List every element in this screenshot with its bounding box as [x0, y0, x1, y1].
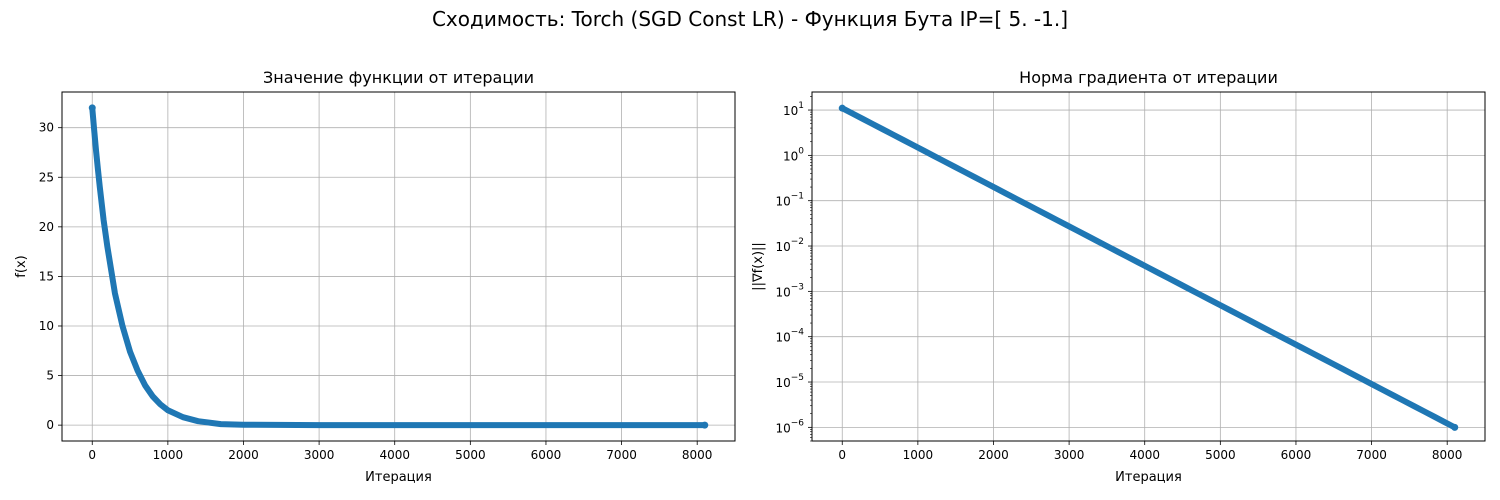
x-tick-label: 3000	[304, 448, 335, 462]
x-tick-label: 0	[838, 448, 846, 462]
x-tick-label: 7000	[1356, 448, 1387, 462]
x-tick-label: 0	[88, 448, 96, 462]
x-tick-label: 6000	[531, 448, 562, 462]
series-line	[839, 105, 1458, 431]
y-tick-label: 10−2	[775, 237, 804, 254]
data-point	[1451, 423, 1459, 431]
y-tick-label: 0	[46, 418, 54, 432]
x-tick-label: 3000	[1054, 448, 1085, 462]
y-tick-label: 10−1	[775, 192, 804, 209]
y-tick-label: 100	[783, 146, 804, 163]
x-tick-label: 4000	[379, 448, 410, 462]
y-tick-label: 10−3	[775, 282, 804, 299]
plot-area	[62, 92, 735, 441]
gradient-norm-chart: 0 1000 2000 3000 4000 5000 6000 7000 8000 10−6 10−…	[751, 68, 1486, 485]
x-axis-label: Итерация	[1115, 470, 1182, 485]
x-tick-label: 7000	[606, 448, 637, 462]
x-tick-label: 8000	[1432, 448, 1463, 462]
chart-title: Значение функции от итерации	[263, 68, 534, 87]
x-tick-label: 1000	[903, 448, 934, 462]
data-point	[701, 421, 709, 429]
chart-title: Норма градиента от итерации	[1019, 68, 1278, 87]
x-tick-label: 5000	[455, 448, 486, 462]
data-series	[88, 104, 709, 429]
data-point	[838, 104, 846, 112]
x-tick-label: 2000	[228, 448, 259, 462]
x-tick-label: 6000	[1281, 448, 1312, 462]
y-tick-label: 20	[39, 220, 54, 234]
y-tick-label: 30	[39, 121, 54, 135]
axes-frame	[61, 91, 736, 442]
y-tick-label: 15	[39, 269, 54, 283]
figure-suptitle: Сходимость: Torch (SGD Const LR) - Функц…	[432, 7, 1068, 31]
x-tick-label: 5000	[1205, 448, 1236, 462]
y-tick-label: 101	[783, 101, 804, 118]
data-series	[838, 104, 1459, 431]
grid-lines	[812, 92, 1485, 441]
x-tick-label: 1000	[153, 448, 184, 462]
x-axis-label: Итерация	[365, 470, 432, 485]
tick-marks: 0 1000 2000 3000 4000 5000 6000 7000 8000 0 5 10 15 2…	[39, 121, 713, 462]
y-axis-label: f(x)	[14, 255, 29, 277]
series-line	[89, 104, 708, 429]
function-value-chart: 0 1000 2000 3000 4000 5000 6000 7000 8000 0 5 10 15 2…	[14, 68, 736, 485]
y-tick-label: 25	[39, 170, 54, 184]
x-tick-label: 2000	[978, 448, 1009, 462]
axes-frame	[811, 91, 1486, 442]
y-axis-label: ||∇f(x)||	[751, 242, 766, 291]
x-tick-label: 8000	[682, 448, 713, 462]
data-point	[88, 104, 96, 112]
x-tick-label: 4000	[1129, 448, 1160, 462]
y-tick-label: 10−4	[775, 328, 804, 345]
y-tick-label: 5	[46, 369, 54, 383]
y-tick-label: 10	[39, 319, 54, 333]
tick-marks: 0 1000 2000 3000 4000 5000 6000 7000 8000 10−6 10−…	[775, 96, 1462, 462]
y-tick-label: 10−6	[775, 418, 804, 435]
y-tick-label: 10−5	[775, 373, 804, 390]
